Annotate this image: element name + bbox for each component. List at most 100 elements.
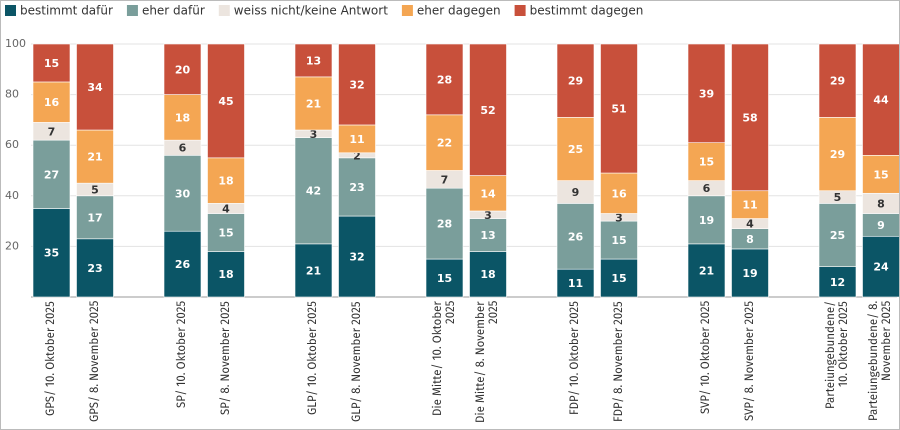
bar-segment xyxy=(425,187,464,260)
value-label: 28 xyxy=(437,218,452,231)
value-label: 13 xyxy=(306,54,321,67)
value-label: 30 xyxy=(175,187,191,200)
x-tick-label: GLP/ 8. November 2025 xyxy=(349,301,364,422)
value-label: 18 xyxy=(175,111,190,124)
bar-segment xyxy=(600,172,638,214)
value-label: 4 xyxy=(222,202,230,215)
x-tick-label-box: GLP/ 8. November 2025 xyxy=(335,301,379,425)
value-label: 7 xyxy=(48,125,56,138)
value-label: 52 xyxy=(480,104,495,117)
value-label: 3 xyxy=(615,211,623,224)
x-tick-label-box: Parteiungebundene/ 10. Oktober 2025 xyxy=(816,301,860,425)
bar-segment xyxy=(338,215,376,298)
bar-segment xyxy=(862,43,899,156)
value-label: 3 xyxy=(310,128,318,141)
bar-segment xyxy=(687,142,726,181)
x-tick-label-box: GPS/ 8. November 2025 xyxy=(73,301,117,425)
value-label: 16 xyxy=(44,96,60,109)
value-label: 23 xyxy=(349,181,364,194)
value-label: 15 xyxy=(873,168,888,181)
bar-segment xyxy=(294,43,333,78)
value-label: 21 xyxy=(87,151,102,164)
bar-segment xyxy=(338,43,376,126)
value-label: 19 xyxy=(742,267,757,280)
bar-segment xyxy=(731,190,769,219)
bar-segment xyxy=(76,238,114,298)
value-label: 42 xyxy=(306,185,321,198)
bar-segment xyxy=(556,268,595,298)
x-tick-label-box: FDP/ 10. Oktober 2025 xyxy=(554,301,598,425)
x-tick-label-box: SP/ 10. Oktober 2025 xyxy=(161,301,205,425)
bar-segment xyxy=(818,203,857,267)
bar-segment xyxy=(207,251,245,298)
value-label: 29 xyxy=(568,75,583,88)
value-label: 19 xyxy=(699,214,714,227)
value-label: 29 xyxy=(830,75,845,88)
bar-segment xyxy=(818,117,857,192)
value-label: 25 xyxy=(830,229,845,242)
value-label: 17 xyxy=(87,211,102,224)
bar-segment xyxy=(818,43,857,118)
value-label: 18 xyxy=(218,175,233,188)
y-tick-label: 80 xyxy=(5,88,19,101)
value-label: 11 xyxy=(742,199,757,212)
value-label: 44 xyxy=(873,94,889,107)
bar-segment xyxy=(32,43,71,83)
value-label: 9 xyxy=(877,219,885,232)
legend-swatch xyxy=(514,5,526,16)
legend-label: bestimmt dafür xyxy=(20,4,113,18)
bar-segment xyxy=(207,213,245,252)
value-label: 34 xyxy=(87,81,103,94)
value-label: 23 xyxy=(87,262,102,275)
bar-segment xyxy=(862,235,899,298)
x-tick-label: SVP/ 8. November 2025 xyxy=(742,301,757,421)
bar-segment xyxy=(294,76,333,131)
x-tick-label: Parteiungebundene/ 10. Oktober 2025 xyxy=(823,301,851,410)
value-label: 2 xyxy=(353,149,361,162)
value-label: 14 xyxy=(480,187,496,200)
value-label: 21 xyxy=(306,264,321,277)
bar-segment xyxy=(600,220,638,260)
value-label: 9 xyxy=(572,186,580,199)
bar-segment xyxy=(687,43,726,143)
legend-label: bestimmt dagegen xyxy=(530,4,644,18)
x-tick-label-box: Parteiungebundene/ 8. November 2025 xyxy=(859,301,899,425)
legend-label: eher dagegen xyxy=(417,4,501,18)
y-tick-label: 60 xyxy=(5,138,19,151)
x-tick-label: Die Mitte/ 8. November 2025 xyxy=(474,301,501,423)
value-label: 39 xyxy=(699,87,714,100)
bar-segment xyxy=(687,243,726,298)
y-tick-label: 20 xyxy=(5,239,19,252)
value-label: 45 xyxy=(218,95,233,108)
value-label: 58 xyxy=(742,111,757,124)
bar-segment xyxy=(76,195,114,240)
value-label: 25 xyxy=(568,143,583,156)
value-label: 5 xyxy=(91,183,99,196)
value-label: 21 xyxy=(306,97,321,110)
value-label: 18 xyxy=(218,268,233,281)
value-label: 28 xyxy=(437,73,452,86)
bar-segment xyxy=(207,157,245,204)
legend-label: eher dafür xyxy=(142,4,205,18)
bar-segment xyxy=(425,114,464,171)
bar-segment xyxy=(600,258,638,298)
bar-segment xyxy=(425,43,464,116)
value-label: 29 xyxy=(830,148,845,161)
value-label: 22 xyxy=(437,137,452,150)
value-label: 51 xyxy=(611,103,626,116)
bar-segment xyxy=(32,208,71,298)
bar-segment xyxy=(294,243,333,298)
value-label: 35 xyxy=(44,247,59,260)
value-label: 15 xyxy=(218,226,233,239)
bar-segment xyxy=(687,195,726,245)
x-tick-label: GPS/ 8. November 2025 xyxy=(87,301,102,423)
x-tick-label: GLP/ 10. Oktober 2025 xyxy=(306,301,320,415)
value-label: 15 xyxy=(611,234,626,247)
value-label: 15 xyxy=(699,156,714,169)
bar-segment xyxy=(294,137,333,245)
value-label: 26 xyxy=(568,230,584,243)
x-tick-label-box: Die Mitte/ 10. Oktober 2025 xyxy=(423,301,467,425)
y-tick-label: 40 xyxy=(5,189,19,202)
x-tick-label-box: Die Mitte/ 8. November 2025 xyxy=(466,301,510,425)
